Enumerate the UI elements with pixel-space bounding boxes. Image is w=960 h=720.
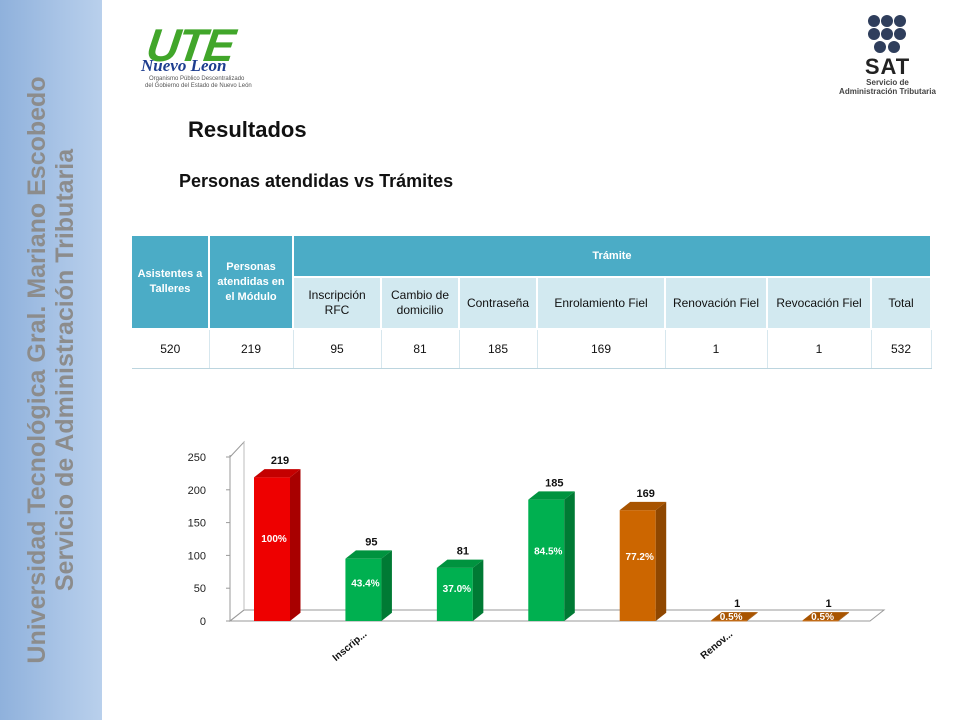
percent-label: 77.2% — [626, 552, 654, 563]
bar-side — [472, 559, 484, 621]
header-total: Total — [871, 277, 932, 330]
bar-top — [345, 550, 392, 559]
cell-inscripcion-rfc: 95 — [293, 329, 382, 369]
category-label: Renov... — [699, 629, 735, 662]
header-cambio-domicilio: Cambio de domicilio — [381, 277, 460, 330]
data-label: 185 — [545, 477, 563, 489]
y-tick-label: 0 — [200, 616, 206, 628]
percent-label: 0.5% — [811, 612, 834, 623]
header-asistentes: Asistentes a Talleres — [132, 236, 210, 330]
table-row: 520 219 95 81 185 169 1 1 532 — [132, 329, 932, 369]
results-table: Asistentes a Talleres Personas atendidas… — [132, 236, 932, 369]
sidebar-line-1: Universidad Tecnológica Gral. Mariano Es… — [23, 76, 51, 664]
bar-group: 185 84.5% — [528, 477, 575, 621]
cell-total: 532 — [871, 329, 932, 369]
page-title: Resultados — [188, 117, 307, 142]
data-label: 219 — [271, 455, 289, 467]
bar — [711, 620, 748, 622]
bar-top — [711, 612, 758, 621]
percent-label: 100% — [261, 534, 287, 545]
bar — [528, 499, 565, 621]
header-renovacion-fiel: Renovación Fiel — [665, 277, 768, 330]
sat-logo-word: SAT — [864, 54, 911, 79]
bar-top — [802, 612, 850, 621]
percent-label: 84.5% — [534, 546, 562, 557]
y-tick-label: 50 — [194, 583, 206, 595]
data-label: 1 — [734, 598, 740, 610]
y-tick-label: 200 — [188, 485, 206, 497]
bar — [619, 510, 656, 621]
header-tramite: Trámite — [293, 236, 932, 278]
y-tick-label: 250 — [188, 452, 206, 464]
bar-group: 81 37.0% — [436, 546, 484, 621]
bar-top — [528, 491, 575, 500]
vertical-title: Universidad Tecnológica Gral. Mariano Es… — [23, 20, 79, 720]
cell-enrolamiento-fiel: 169 — [537, 329, 666, 369]
bar-group: 169 77.2% — [619, 488, 667, 621]
data-label: 81 — [457, 546, 469, 558]
chart-frame: 0 50 100 150 200 250 — [188, 440, 886, 628]
cell-cambio-domicilio: 81 — [381, 329, 460, 369]
sat-logo: SAT Servicio de Administración Tributari… — [830, 14, 945, 99]
header-personas: Personas atendidas en el Módulo — [209, 236, 294, 330]
ute-logo-region: Nuevo Leon — [141, 56, 227, 75]
cell-personas: 219 — [209, 329, 294, 369]
bar — [436, 567, 473, 621]
ute-logo-subtitle-1: Organismo Público Descentralizado — [149, 76, 245, 82]
category-label: Inscrip... — [331, 629, 370, 664]
sidebar-banner: Universidad Tecnológica Gral. Mariano Es… — [0, 0, 102, 720]
data-label: 95 — [365, 536, 377, 548]
bar-top — [436, 559, 484, 568]
sidebar-line-2: Servicio de Administración Tributaria — [51, 148, 79, 592]
bar — [802, 620, 839, 622]
sat-logo-subtitle-2: Administración Tributaria — [839, 87, 936, 96]
bar — [345, 558, 382, 621]
percent-label: 43.4% — [351, 579, 379, 590]
sat-logo-subtitle-1: Servicio de — [866, 78, 909, 87]
cell-asistentes: 520 — [132, 329, 210, 369]
bar-side — [290, 469, 301, 621]
data-label: 169 — [637, 488, 655, 500]
percent-label: 0.5% — [720, 612, 743, 623]
bar-side — [747, 612, 758, 621]
data-label: 1 — [826, 598, 832, 610]
bar-side — [655, 501, 667, 621]
cell-revocacion-fiel: 1 — [767, 329, 872, 369]
header-inscripcion-rfc: Inscripción RFC — [293, 277, 382, 330]
bar-group: 95 43.4% Inscrip... — [331, 536, 392, 664]
bar-top — [254, 469, 301, 478]
y-tick-label: 100 — [188, 550, 206, 562]
cell-contrasena: 185 — [459, 329, 538, 369]
bar-chart: 0 50 100 150 200 250 219 100% 95 43.4% Inscrip...… — [188, 440, 886, 664]
header-revocacion-fiel: Revocación Fiel — [767, 277, 872, 330]
header-enrolamiento-fiel: Enrolamiento Fiel — [537, 277, 666, 330]
chart-floor — [228, 609, 886, 622]
percent-label: 37.0% — [443, 584, 471, 595]
bar-top — [619, 501, 667, 511]
cell-renovacion-fiel: 1 — [665, 329, 768, 369]
y-tick-label: 150 — [188, 518, 206, 530]
bar-side — [381, 550, 392, 621]
bar-side — [838, 612, 850, 621]
sat-dots-icon — [868, 15, 906, 53]
page-subtitle: Personas atendidas vs Trámites — [179, 171, 454, 191]
chart-side-wall — [229, 440, 245, 623]
bar-side — [564, 491, 575, 621]
ute-logo-subtitle-2: del Gobierno del Estado de Nuevo León — [145, 83, 252, 89]
header-contrasena: Contraseña — [459, 277, 538, 330]
ute-logo: UTE Nuevo Leon Organismo Público Descent… — [135, 18, 265, 94]
bar-group: 219 100% — [254, 455, 301, 621]
bar-group: 1 0.5% — [802, 598, 850, 623]
bar — [254, 477, 290, 621]
bar-group: 1 0.5% Renov... — [699, 598, 758, 662]
